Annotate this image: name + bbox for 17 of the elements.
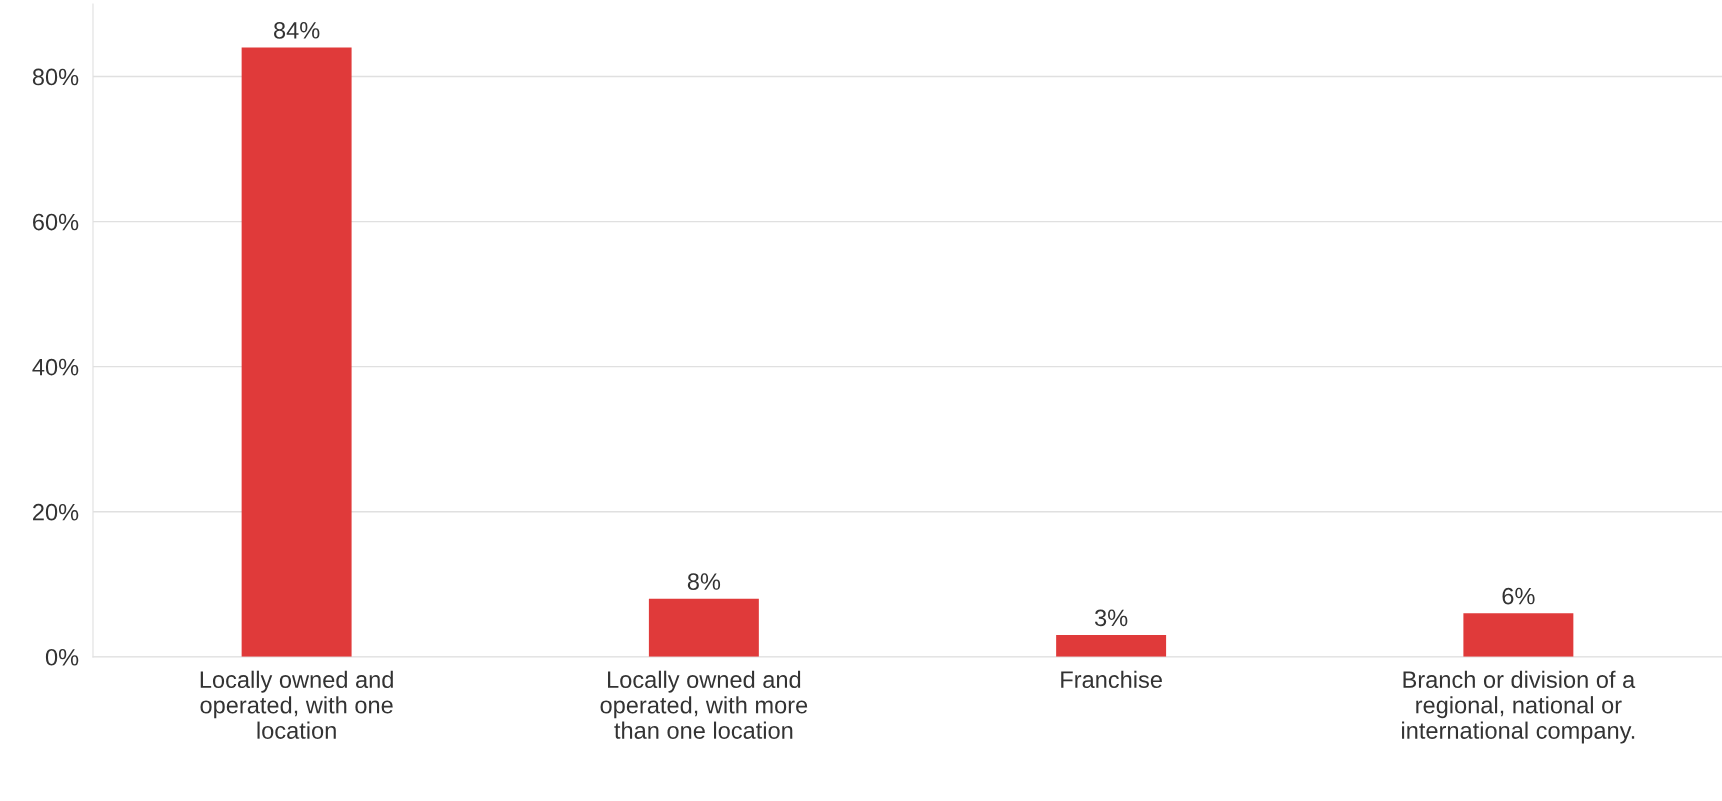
x-tick-label: Locally owned and operated, with one location [200,670,393,739]
data-label: 84% [274,21,320,39]
y-tick-label: 20% [33,503,79,521]
data-label: 3% [1094,609,1128,627]
x-tick-label: Branch or division of a regional, national or international company. [1402,670,1636,744]
bar [648,598,759,657]
data-label: 8% [687,573,721,590]
bar [1056,635,1167,657]
y-tick-label: 0% [45,648,79,666]
x-tick-label: Franchise [1061,670,1162,689]
bar [241,47,352,657]
y-tick-label: 60% [33,213,79,231]
bar [1463,613,1574,657]
x-tick-label: Locally owned and operated, with more than one location [600,670,808,739]
y-tick-label: 40% [32,358,79,376]
y-tick-label: 80% [32,68,79,86]
data-label: 6% [1502,587,1535,605]
